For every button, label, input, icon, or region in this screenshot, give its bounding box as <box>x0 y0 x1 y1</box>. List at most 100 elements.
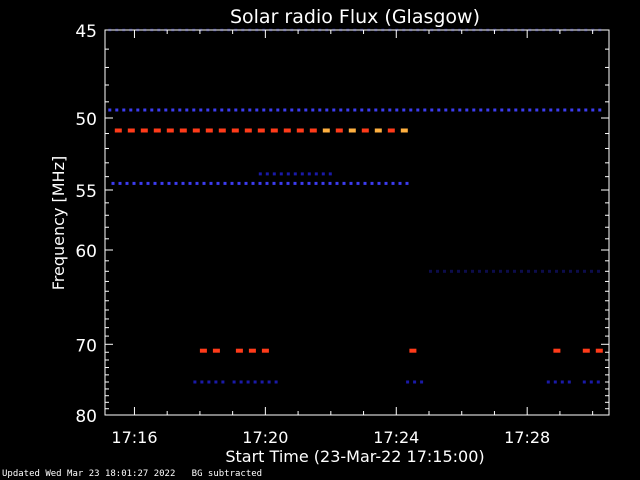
emission-band <box>193 380 225 384</box>
emission-segment <box>535 108 539 112</box>
x-axis-label: Start Time (23-Mar-22 17:15:00) <box>225 447 484 466</box>
emission-segment <box>391 181 395 185</box>
emission-segment <box>584 108 588 112</box>
emission-segment <box>597 269 600 273</box>
emission-segment <box>267 380 271 384</box>
emission-segment <box>374 128 382 133</box>
emission-segment <box>374 108 378 112</box>
emission-segment <box>429 269 432 273</box>
emission-band <box>111 181 409 185</box>
emission-segment <box>596 380 600 384</box>
emission-segment <box>493 108 497 112</box>
emission-segment <box>216 181 220 185</box>
emission-segment <box>300 181 304 185</box>
emission-segment <box>335 181 339 185</box>
emission-segment <box>322 128 330 133</box>
emission-segment <box>207 380 211 384</box>
emission-segment <box>209 181 213 185</box>
emission-segment <box>598 108 602 112</box>
emission-segment <box>342 181 346 185</box>
emission-segment <box>253 380 257 384</box>
emission-segment <box>248 108 252 112</box>
emission-segment <box>321 172 325 176</box>
y-tick-label: 80 <box>75 407 97 427</box>
emission-segment <box>150 108 154 112</box>
emission-segment <box>129 108 133 112</box>
emission-segment <box>360 108 364 112</box>
emission-band <box>108 108 602 112</box>
emission-segment <box>314 172 318 176</box>
emission-segment <box>321 181 325 185</box>
emission-segment <box>265 172 269 176</box>
plot-frame <box>104 29 610 416</box>
emission-segment <box>570 108 574 112</box>
emission-segment <box>356 181 360 185</box>
emission-segment <box>387 128 395 133</box>
emission-segment <box>179 128 187 133</box>
emission-segment <box>146 181 150 185</box>
emission-segment <box>370 181 374 185</box>
emission-segment <box>286 181 290 185</box>
emission-segment <box>416 108 420 112</box>
emission-segment <box>111 181 115 185</box>
updated-timestamp: Updated Wed Mar 23 18:01:27 2022 <box>2 469 176 479</box>
emission-segment <box>328 181 332 185</box>
emission-segment <box>255 108 259 112</box>
emission-segment <box>234 108 238 112</box>
emission-band <box>429 269 600 273</box>
emission-segment <box>223 181 227 185</box>
y-tick-label: 55 <box>75 182 97 202</box>
chart-title: Solar radio Flux (Glasgow) <box>230 6 480 28</box>
emission-segment <box>590 269 593 273</box>
emission-segment <box>307 172 311 176</box>
emission-segment <box>122 108 126 112</box>
emission-segment <box>293 181 297 185</box>
emission-segment <box>402 108 406 112</box>
emission-segment <box>485 269 488 273</box>
emission-band <box>199 348 220 353</box>
emission-segment <box>437 108 441 112</box>
emission-segment <box>304 108 308 112</box>
emission-segment <box>451 108 455 112</box>
emission-segment <box>377 181 381 185</box>
emission-segment <box>227 108 231 112</box>
emission-segment <box>290 108 294 112</box>
emission-segment <box>272 181 276 185</box>
footer: Updated Wed Mar 23 18:01:27 2022 BG subt… <box>2 469 262 479</box>
emission-segment <box>143 108 147 112</box>
emission-segment <box>409 108 413 112</box>
emission-segment <box>188 181 192 185</box>
emission-band <box>258 172 332 176</box>
emission-segment <box>230 181 234 185</box>
emission-segment <box>528 108 532 112</box>
emission-segment <box>582 380 586 384</box>
emission-segment <box>406 380 410 384</box>
emission-segment <box>346 108 350 112</box>
emission-segment <box>527 269 530 273</box>
emission-segment <box>244 128 252 133</box>
emission-band <box>582 380 600 384</box>
y-tick-label: 70 <box>75 336 97 356</box>
emission-segment <box>464 269 467 273</box>
emission-segment <box>132 181 136 185</box>
emission-segment <box>328 172 332 176</box>
emission-segment <box>185 108 189 112</box>
emission-segment <box>166 128 174 133</box>
emission-segment <box>472 108 476 112</box>
emission-segment <box>363 181 367 185</box>
emission-segment <box>307 181 311 185</box>
emission-segment <box>257 128 265 133</box>
emission-segment <box>200 380 204 384</box>
emission-segment <box>361 128 369 133</box>
emission-segment <box>492 269 495 273</box>
emission-segment <box>507 108 511 112</box>
emission-segment <box>549 108 553 112</box>
emission-segment <box>444 108 448 112</box>
emission-segment <box>499 269 502 273</box>
emission-segment <box>563 108 567 112</box>
emission-band <box>232 380 278 384</box>
emission-segment <box>248 348 256 353</box>
emission-segment <box>335 128 343 133</box>
x-tick-label: 17:16 <box>111 428 157 447</box>
